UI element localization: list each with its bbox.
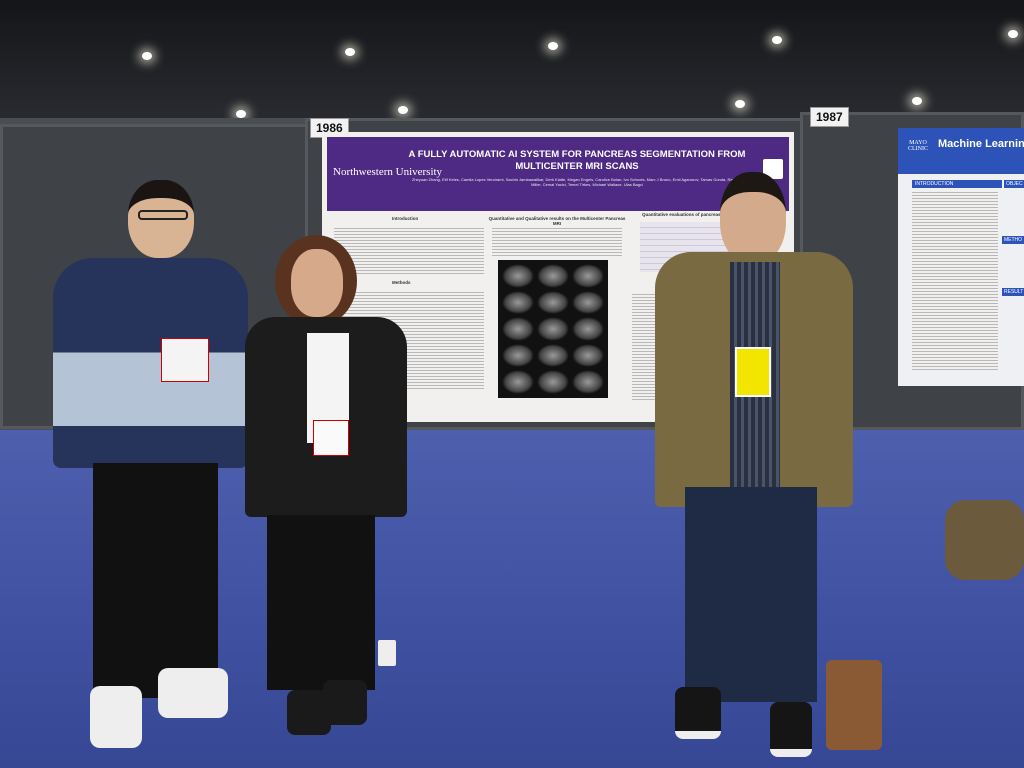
mri-scan-grid — [498, 260, 608, 398]
ceiling-light — [236, 110, 246, 118]
ceiling-light — [345, 48, 355, 56]
head — [291, 249, 343, 317]
award-badge-icon — [763, 159, 783, 179]
section-heading: Quantitative and Qualitative results on … — [488, 216, 626, 226]
pants — [93, 463, 218, 698]
section-heading: METHO — [1002, 236, 1024, 244]
ceiling-light — [398, 106, 408, 114]
handbag — [826, 660, 882, 750]
name-badge — [735, 347, 771, 397]
glasses-icon — [138, 210, 188, 220]
poster2-title: Machine Learning — [938, 138, 1024, 150]
person-right-man — [655, 172, 855, 757]
ceiling-light — [1008, 30, 1018, 38]
mayo-clinic-logo: MAYO CLINIC — [908, 140, 928, 152]
backpack — [945, 500, 1024, 580]
poster-authors: Zheyuan Zhang, Elif Keles, Camila Lopes … — [411, 177, 763, 187]
results-text — [492, 226, 622, 256]
section-heading: Methods — [392, 280, 411, 285]
poster-title: A FULLY AUTOMATIC AI SYSTEM FOR PANCREAS… — [408, 149, 746, 172]
name-badge — [161, 338, 209, 382]
sneaker — [158, 668, 228, 718]
section-heading: INTRODUCTION — [912, 180, 1002, 188]
section-heading: Introduction — [392, 216, 419, 221]
adjacent-poster: MAYO CLINIC Machine Learning INTRODUCTIO… — [898, 128, 1024, 386]
section-heading: OBJEC — [1004, 180, 1024, 188]
sneaker — [770, 702, 812, 757]
name-badge — [313, 420, 349, 456]
ceiling-light — [142, 52, 152, 60]
person-left-man — [48, 178, 248, 753]
jacket — [53, 258, 248, 468]
ceiling — [0, 0, 1024, 125]
sneaker — [90, 686, 142, 748]
jeans — [685, 487, 817, 702]
university-logo: Northwestern University — [333, 166, 443, 178]
pants — [267, 515, 375, 690]
poster-header: Northwestern University A FULLY AUTOMATI… — [327, 137, 789, 211]
ceiling-light — [772, 36, 782, 44]
ceiling-light — [548, 42, 558, 50]
person-middle-woman — [245, 235, 410, 735]
sneaker — [675, 687, 721, 739]
head — [720, 172, 786, 264]
paper-cup — [378, 640, 396, 666]
section-heading: Quantitative evaluations of pancreas — [642, 212, 721, 217]
poster2-text — [912, 190, 998, 370]
intro-text — [334, 226, 484, 276]
shoe — [323, 680, 367, 725]
poster2-header: MAYO CLINIC Machine Learning — [898, 128, 1024, 174]
section-heading: RESULT — [1002, 288, 1024, 296]
booth-number: 1987 — [810, 107, 849, 127]
ceiling-light — [912, 97, 922, 105]
ceiling-light — [735, 100, 745, 108]
